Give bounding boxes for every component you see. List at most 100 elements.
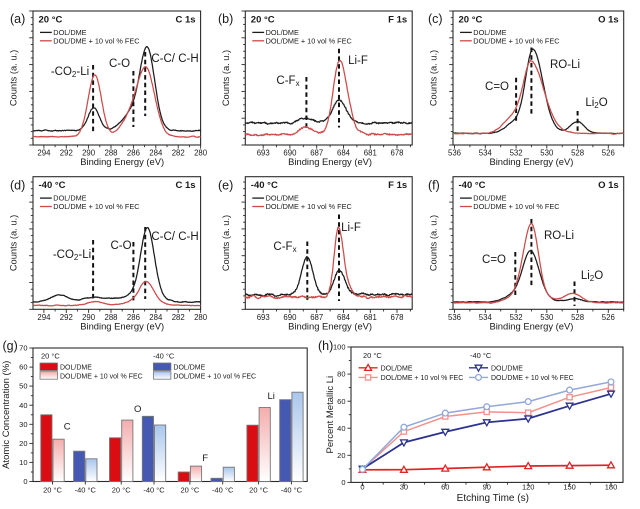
svg-text:693: 693 <box>257 313 270 322</box>
svg-text:Counts (a. u.): Counts (a. u.) <box>429 50 439 106</box>
svg-text:DOL/DME + 10 vol % FEC: DOL/DME + 10 vol % FEC <box>473 36 559 45</box>
svg-text:Counts (a. u.): Counts (a. u.) <box>221 215 231 271</box>
svg-text:(e): (e) <box>218 179 233 193</box>
svg-text:-CO2-Li: -CO2-Li <box>53 249 91 262</box>
svg-text:C-C/ C-H: C-C/ C-H <box>151 231 198 243</box>
svg-text:-40 °C: -40 °C <box>153 352 175 361</box>
svg-text:60: 60 <box>19 363 27 372</box>
svg-text:O 1s: O 1s <box>598 15 619 26</box>
svg-text:Etching Time (s): Etching Time (s) <box>457 493 529 504</box>
svg-text:10: 10 <box>19 458 27 467</box>
svg-text:30: 30 <box>400 482 408 491</box>
svg-text:-40 °C: -40 °C <box>281 485 303 494</box>
svg-text:690: 690 <box>283 313 297 322</box>
svg-text:Li-F: Li-F <box>341 222 361 234</box>
svg-text:Atomic Concentration (%): Atomic Concentration (%) <box>1 361 12 469</box>
svg-text:(b): (b) <box>218 12 233 26</box>
svg-text:684: 684 <box>337 313 351 322</box>
svg-text:120: 120 <box>522 482 535 491</box>
svg-text:280: 280 <box>194 149 208 158</box>
svg-text:Li: Li <box>268 391 275 402</box>
svg-text:284: 284 <box>149 313 163 322</box>
svg-text:Binding Energy (eV): Binding Energy (eV) <box>288 321 372 332</box>
svg-text:Counts (a. u.): Counts (a. u.) <box>9 50 19 106</box>
svg-text:20 °C: 20 °C <box>43 485 62 494</box>
svg-text:DOL/DME + 10 vol % FEC: DOL/DME + 10 vol % FEC <box>173 373 256 380</box>
svg-text:DOL/DME + 10 vol % FEC: DOL/DME + 10 vol % FEC <box>473 202 559 211</box>
svg-text:Binding Energy (eV): Binding Energy (eV) <box>489 321 573 332</box>
svg-text:C-O: C-O <box>109 58 130 70</box>
svg-text:292: 292 <box>60 149 73 158</box>
svg-text:DOL/DME + 10 vol % FEC: DOL/DME + 10 vol % FEC <box>53 202 139 211</box>
svg-text:DOL/DME + 10 vol % FEC: DOL/DME + 10 vol % FEC <box>266 36 352 45</box>
svg-text:0: 0 <box>360 482 364 491</box>
svg-text:693: 693 <box>257 149 270 158</box>
svg-text:C 1s: C 1s <box>176 180 196 191</box>
svg-text:280: 280 <box>194 313 208 322</box>
svg-text:C=O: C=O <box>485 81 509 93</box>
svg-text:Binding Energy (eV): Binding Energy (eV) <box>288 156 372 167</box>
svg-text:681: 681 <box>364 149 377 158</box>
svg-text:-40 °C: -40 °C <box>39 180 66 191</box>
svg-text:(a): (a) <box>10 12 25 26</box>
svg-text:684: 684 <box>337 149 351 158</box>
svg-text:C-Fx: C-Fx <box>276 75 299 88</box>
svg-text:-40 °C: -40 °C <box>470 351 492 360</box>
svg-text:F 1s: F 1s <box>388 180 407 191</box>
svg-text:Counts (a. u.): Counts (a. u.) <box>9 215 19 271</box>
svg-text:RO-Li: RO-Li <box>544 230 574 242</box>
svg-text:F 1s: F 1s <box>388 15 407 26</box>
svg-text:40: 40 <box>337 424 345 433</box>
svg-text:288: 288 <box>104 149 117 158</box>
svg-text:RO-Li: RO-Li <box>550 59 580 71</box>
svg-text:20: 20 <box>19 439 27 448</box>
svg-text:DOL/DME: DOL/DME <box>53 194 86 203</box>
svg-text:532: 532 <box>510 149 523 158</box>
svg-text:100: 100 <box>333 343 346 352</box>
svg-text:20 °C: 20 °C <box>180 485 199 494</box>
svg-text:534: 534 <box>479 149 493 158</box>
svg-text:294: 294 <box>37 149 51 158</box>
svg-text:DOL/DME: DOL/DME <box>53 28 86 37</box>
svg-text:DOL/DME + 10 vol % FEC: DOL/DME + 10 vol % FEC <box>381 375 464 382</box>
svg-text:681: 681 <box>364 313 377 322</box>
svg-text:294: 294 <box>37 313 51 322</box>
svg-text:690: 690 <box>283 149 297 158</box>
svg-text:286: 286 <box>127 149 140 158</box>
svg-text:-40 °C: -40 °C <box>75 485 97 494</box>
svg-text:150: 150 <box>563 482 576 491</box>
svg-text:687: 687 <box>310 313 323 322</box>
svg-text:DOL/DME + 10 vol % FEC: DOL/DME + 10 vol % FEC <box>60 373 143 380</box>
svg-text:Binding Energy (eV): Binding Energy (eV) <box>80 156 164 167</box>
svg-text:536: 536 <box>448 313 461 322</box>
svg-text:DOL/DME: DOL/DME <box>60 365 92 372</box>
svg-text:20 °C: 20 °C <box>249 485 268 494</box>
svg-text:282: 282 <box>172 313 185 322</box>
svg-text:0: 0 <box>23 477 27 486</box>
svg-text:-40 °C: -40 °C <box>143 485 165 494</box>
svg-text:30: 30 <box>19 420 27 429</box>
svg-text:528: 528 <box>571 149 584 158</box>
svg-text:0: 0 <box>341 478 345 487</box>
svg-text:Li2O: Li2O <box>585 97 607 110</box>
svg-text:50: 50 <box>19 382 27 391</box>
svg-text:90: 90 <box>483 482 491 491</box>
svg-text:180: 180 <box>605 482 618 491</box>
svg-text:(c): (c) <box>428 12 443 26</box>
svg-text:290: 290 <box>82 313 96 322</box>
svg-text:20 °C: 20 °C <box>112 485 131 494</box>
svg-text:(h): (h) <box>318 339 333 353</box>
svg-text:Li2O: Li2O <box>581 270 603 283</box>
svg-text:20: 20 <box>337 451 345 460</box>
svg-text:DOL/DME: DOL/DME <box>473 28 506 37</box>
svg-text:Binding Energy (eV): Binding Energy (eV) <box>80 321 164 332</box>
svg-text:534: 534 <box>479 313 493 322</box>
svg-text:DOL/DME + 10 vol % FEC: DOL/DME + 10 vol % FEC <box>491 375 574 382</box>
svg-text:DOL/DME: DOL/DME <box>491 365 523 372</box>
svg-text:70: 70 <box>19 344 27 353</box>
svg-text:(f): (f) <box>428 179 440 193</box>
svg-text:DOL/DME: DOL/DME <box>173 365 205 372</box>
svg-text:C=O: C=O <box>482 254 506 266</box>
svg-text:Percent Metallic Li: Percent Metallic Li <box>325 376 336 454</box>
svg-text:C: C <box>64 421 71 432</box>
